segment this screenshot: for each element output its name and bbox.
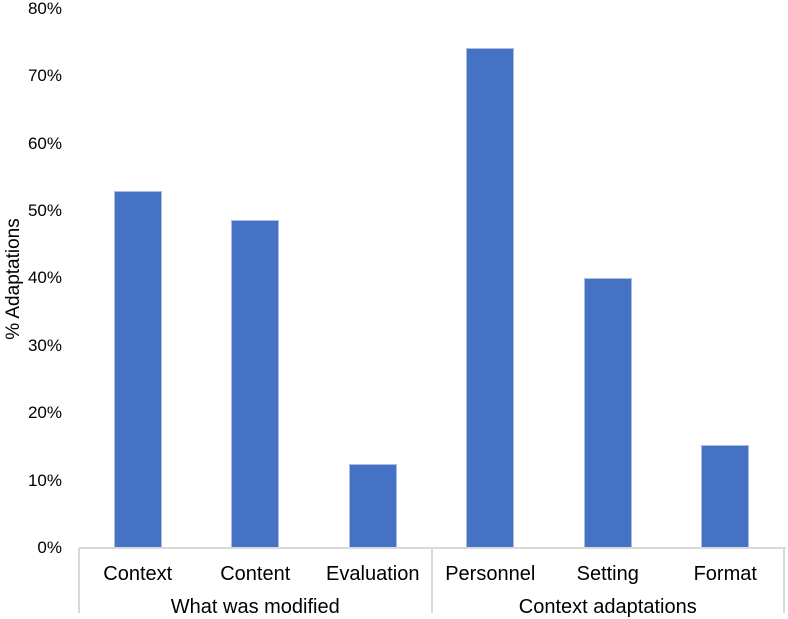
y-tick-label-80: 80% (27, 0, 62, 18)
category-label-format: Format (693, 563, 757, 585)
category-label-setting: Setting (576, 563, 639, 585)
category-axis-divider-1 (430, 548, 433, 613)
bar-format (701, 444, 750, 548)
category-label-context: Context (103, 563, 173, 585)
y-tick-label-60: 60% (27, 133, 62, 153)
y-tick-label-50: 50% (27, 201, 62, 220)
y-tick-label-10: 10% (27, 470, 62, 490)
y-tick-label-30: 30% (27, 335, 62, 355)
category-label-evaluation: Evaluation (326, 563, 420, 585)
y-tick-label-20: 20% (27, 403, 62, 423)
y-tick-label-70: 70% (27, 66, 62, 86)
x-axis-line (79, 547, 786, 549)
bar-setting (583, 277, 632, 548)
category-axis-divider-2 (783, 548, 785, 613)
bar-context (113, 190, 162, 548)
category-label-personnel: Personnel (445, 563, 536, 585)
group-label-context-adaptations: Context adaptations (518, 596, 697, 618)
bar-personnel (466, 47, 515, 548)
y-tick-label-40: 40% (27, 268, 62, 288)
group-label-what-was-modified: What was modified (170, 596, 340, 618)
bar-content (231, 220, 280, 548)
bar-evaluation (348, 464, 397, 548)
category-axis-divider-0 (78, 548, 80, 613)
y-tick-label-0: 0% (37, 538, 62, 557)
category-label-content: Content (220, 563, 291, 585)
